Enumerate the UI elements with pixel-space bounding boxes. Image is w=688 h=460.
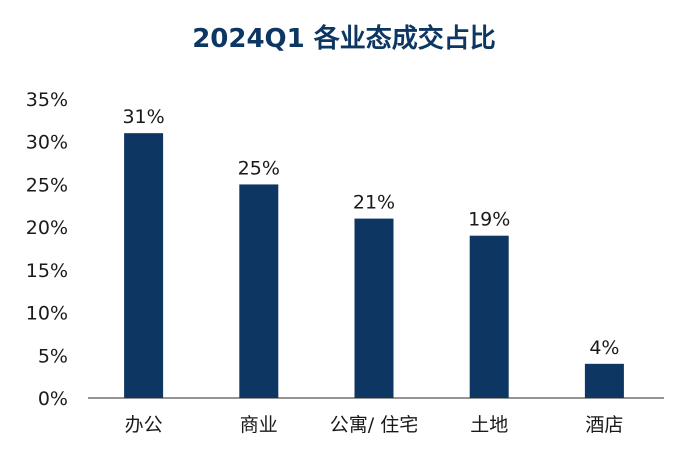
bar [354,218,394,398]
bar [239,184,279,398]
y-tick-label: 30% [26,132,68,154]
data-label: 31% [122,106,164,128]
data-label: 25% [238,157,280,179]
bar [584,363,624,398]
data-label: 21% [353,192,395,214]
x-tick-label: 公寓/ 住宅 [330,414,418,436]
chart-title: 2024Q1 各业态成交占比 [192,24,496,54]
x-tick-label: 土地 [470,414,508,436]
y-tick-label: 15% [26,260,68,282]
y-tick-label: 10% [26,303,68,325]
x-tick-label: 酒店 [585,414,623,436]
bar [124,133,164,398]
data-label: 19% [468,209,510,231]
data-label: 4% [589,337,619,359]
bar [469,235,509,398]
x-tick-label: 商业 [240,414,278,436]
y-tick-label: 35% [26,89,68,111]
y-tick-label: 5% [38,345,68,367]
x-tick-label: 办公 [125,414,163,436]
y-tick-label: 20% [26,217,68,239]
y-tick-label: 0% [38,388,68,410]
y-tick-label: 25% [26,174,68,196]
